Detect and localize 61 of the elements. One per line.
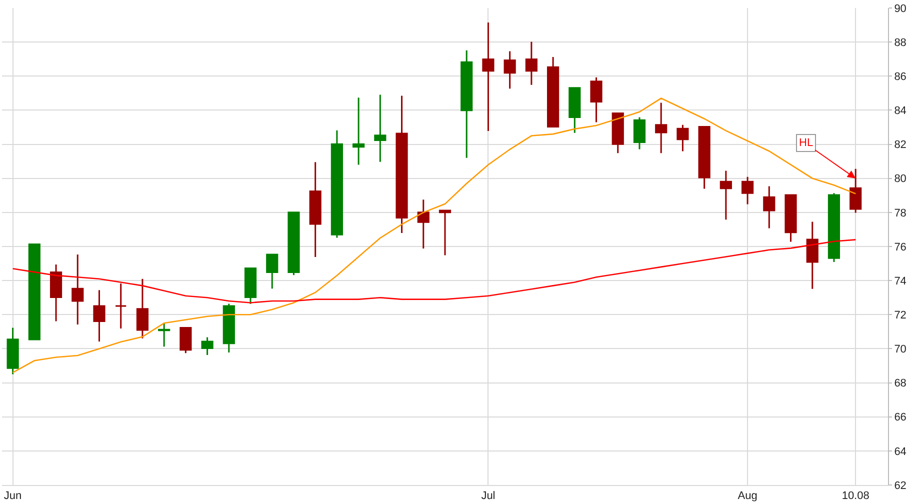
candlestick	[806, 221, 818, 290]
y-tick-label: 80	[894, 173, 906, 186]
candlestick	[720, 170, 732, 220]
candlestick	[504, 50, 516, 90]
candlestick	[114, 282, 127, 330]
y-tick-label: 76	[894, 241, 906, 254]
y-tick-label: 88	[894, 36, 906, 49]
y-tick-label: 86	[894, 70, 906, 83]
candlestick	[396, 94, 408, 234]
candlestick	[222, 302, 235, 354]
y-tick-label: 66	[894, 412, 906, 424]
y-tick-label: 84	[894, 105, 906, 118]
candlestick	[460, 50, 473, 159]
candlestick	[741, 176, 754, 205]
candlestick	[6, 327, 19, 376]
y-tick-label: 70	[894, 344, 906, 356]
y-tick-label: 82	[894, 139, 906, 152]
x-tick-label: Jul	[481, 490, 496, 502]
candlestick	[180, 327, 192, 354]
candlestick	[93, 289, 106, 342]
y-tick-label: 64	[894, 446, 906, 458]
candlestick	[201, 336, 214, 356]
y-tick-label: 90	[894, 2, 906, 15]
y-tick-label: 74	[894, 275, 906, 288]
candlestick	[568, 87, 581, 134]
candlestick	[784, 194, 797, 242]
candlestick	[612, 112, 624, 154]
candlestick	[28, 244, 40, 340]
candlestick	[438, 210, 452, 256]
candlestick	[525, 40, 538, 86]
candlestick	[136, 278, 149, 340]
candlestick	[330, 130, 343, 239]
x-tick-label: 10.08	[842, 490, 870, 502]
x-tick-label: Jun	[4, 490, 22, 502]
candlestick	[828, 192, 840, 263]
candlestick	[266, 254, 278, 290]
candlestick	[244, 268, 257, 305]
y-tick-label: 68	[894, 378, 906, 390]
candlestick	[482, 22, 494, 132]
x-tick-label: Aug	[738, 490, 758, 502]
candlestick	[374, 94, 386, 163]
annotation: HL	[799, 137, 814, 149]
candlestick	[417, 198, 430, 250]
y-tick-label: 78	[894, 207, 906, 220]
candlestick	[547, 56, 560, 128]
y-tick-label: 62	[894, 480, 906, 492]
candlestick	[698, 126, 710, 190]
candlestick	[633, 116, 646, 150]
candlestick	[158, 322, 170, 348]
candlestick	[50, 264, 62, 322]
line-series	[12, 239, 856, 304]
candlestick	[288, 212, 300, 276]
y-tick-label: 72	[894, 309, 906, 322]
candlestick	[763, 185, 776, 230]
candlestick	[590, 76, 602, 124]
candlestick	[655, 102, 668, 154]
candlestick	[72, 254, 84, 326]
line-series	[12, 98, 856, 374]
candlestick	[352, 96, 365, 166]
candlestick	[676, 124, 689, 152]
candlestick	[309, 161, 322, 258]
